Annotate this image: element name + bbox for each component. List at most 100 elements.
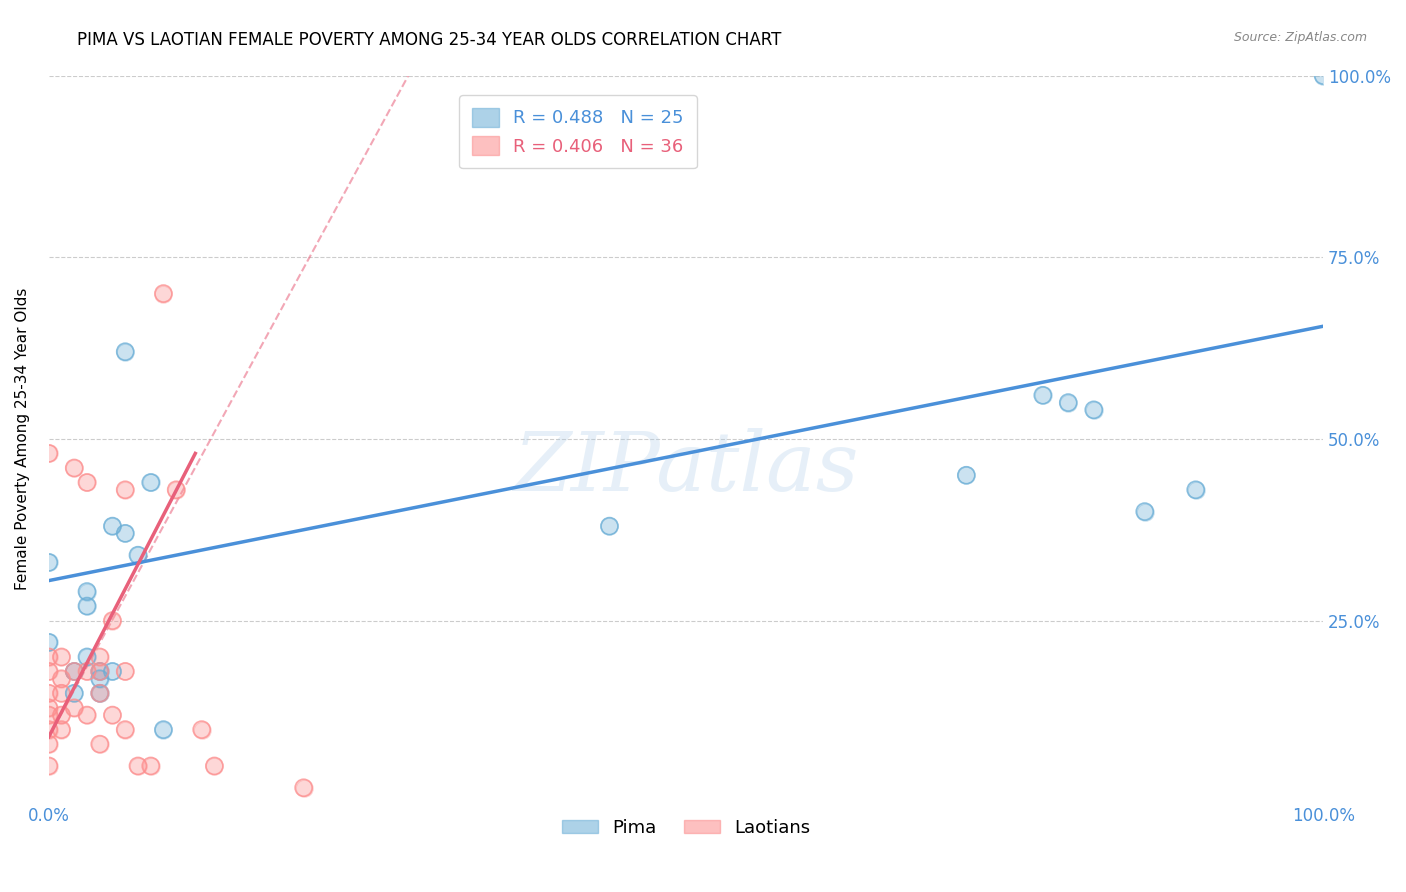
Point <box>38 556 60 570</box>
Point <box>51 723 73 737</box>
Point <box>598 519 620 533</box>
Point <box>76 649 98 664</box>
Point <box>38 737 60 751</box>
Point <box>76 475 98 490</box>
Point <box>51 686 73 700</box>
Point <box>38 649 60 664</box>
Point <box>38 708 60 723</box>
Point <box>76 599 98 613</box>
Point <box>114 723 136 737</box>
Point <box>101 519 124 533</box>
Point <box>51 649 73 664</box>
Point <box>89 737 111 751</box>
Point <box>76 599 98 613</box>
Point <box>89 672 111 686</box>
Point <box>38 686 60 700</box>
Point <box>63 700 86 714</box>
Point <box>38 723 60 737</box>
Point <box>51 686 73 700</box>
Point <box>101 665 124 679</box>
Point <box>114 526 136 541</box>
Point <box>63 665 86 679</box>
Point <box>89 672 111 686</box>
Point <box>1057 395 1080 409</box>
Point <box>127 759 149 773</box>
Y-axis label: Female Poverty Among 25-34 Year Olds: Female Poverty Among 25-34 Year Olds <box>15 288 30 591</box>
Point <box>165 483 187 497</box>
Point <box>114 526 136 541</box>
Point <box>38 635 60 649</box>
Point <box>51 672 73 686</box>
Point <box>114 665 136 679</box>
Point <box>76 584 98 599</box>
Point <box>1184 483 1206 497</box>
Point <box>63 686 86 700</box>
Point <box>63 700 86 714</box>
Point <box>1032 388 1054 402</box>
Point <box>114 483 136 497</box>
Point <box>127 548 149 562</box>
Legend: Pima, Laotians: Pima, Laotians <box>554 812 817 844</box>
Point <box>63 665 86 679</box>
Point <box>51 723 73 737</box>
Point <box>204 759 226 773</box>
Point <box>38 700 60 714</box>
Point <box>292 780 315 795</box>
Point <box>89 649 111 664</box>
Point <box>114 344 136 359</box>
Point <box>1057 395 1080 409</box>
Point <box>38 635 60 649</box>
Point <box>38 446 60 460</box>
Point <box>139 759 162 773</box>
Point <box>51 708 73 723</box>
Point <box>1133 505 1156 519</box>
Point <box>63 686 86 700</box>
Point <box>89 665 111 679</box>
Point <box>101 614 124 628</box>
Point <box>1312 69 1334 83</box>
Point <box>114 723 136 737</box>
Point <box>76 665 98 679</box>
Point <box>1032 388 1054 402</box>
Point <box>89 686 111 700</box>
Point <box>1083 402 1105 417</box>
Point <box>76 708 98 723</box>
Point <box>76 584 98 599</box>
Point <box>38 649 60 664</box>
Point <box>63 461 86 475</box>
Point <box>139 475 162 490</box>
Point <box>204 759 226 773</box>
Point <box>38 686 60 700</box>
Point <box>38 556 60 570</box>
Point <box>89 665 111 679</box>
Point <box>38 759 60 773</box>
Point <box>89 665 111 679</box>
Point <box>38 665 60 679</box>
Point <box>1312 69 1334 83</box>
Point <box>76 649 98 664</box>
Point <box>89 686 111 700</box>
Point <box>139 759 162 773</box>
Point <box>38 665 60 679</box>
Point <box>101 708 124 723</box>
Point <box>38 723 60 737</box>
Point <box>152 723 174 737</box>
Point <box>63 665 86 679</box>
Point <box>38 446 60 460</box>
Point <box>101 708 124 723</box>
Point <box>127 548 149 562</box>
Point <box>38 708 60 723</box>
Point <box>292 780 315 795</box>
Point <box>89 686 111 700</box>
Point <box>127 759 149 773</box>
Point <box>51 672 73 686</box>
Point <box>1133 505 1156 519</box>
Point <box>165 483 187 497</box>
Point <box>76 475 98 490</box>
Point <box>76 665 98 679</box>
Point <box>152 723 174 737</box>
Point <box>76 708 98 723</box>
Point <box>89 686 111 700</box>
Text: ZIPatlas: ZIPatlas <box>513 428 859 508</box>
Point <box>63 461 86 475</box>
